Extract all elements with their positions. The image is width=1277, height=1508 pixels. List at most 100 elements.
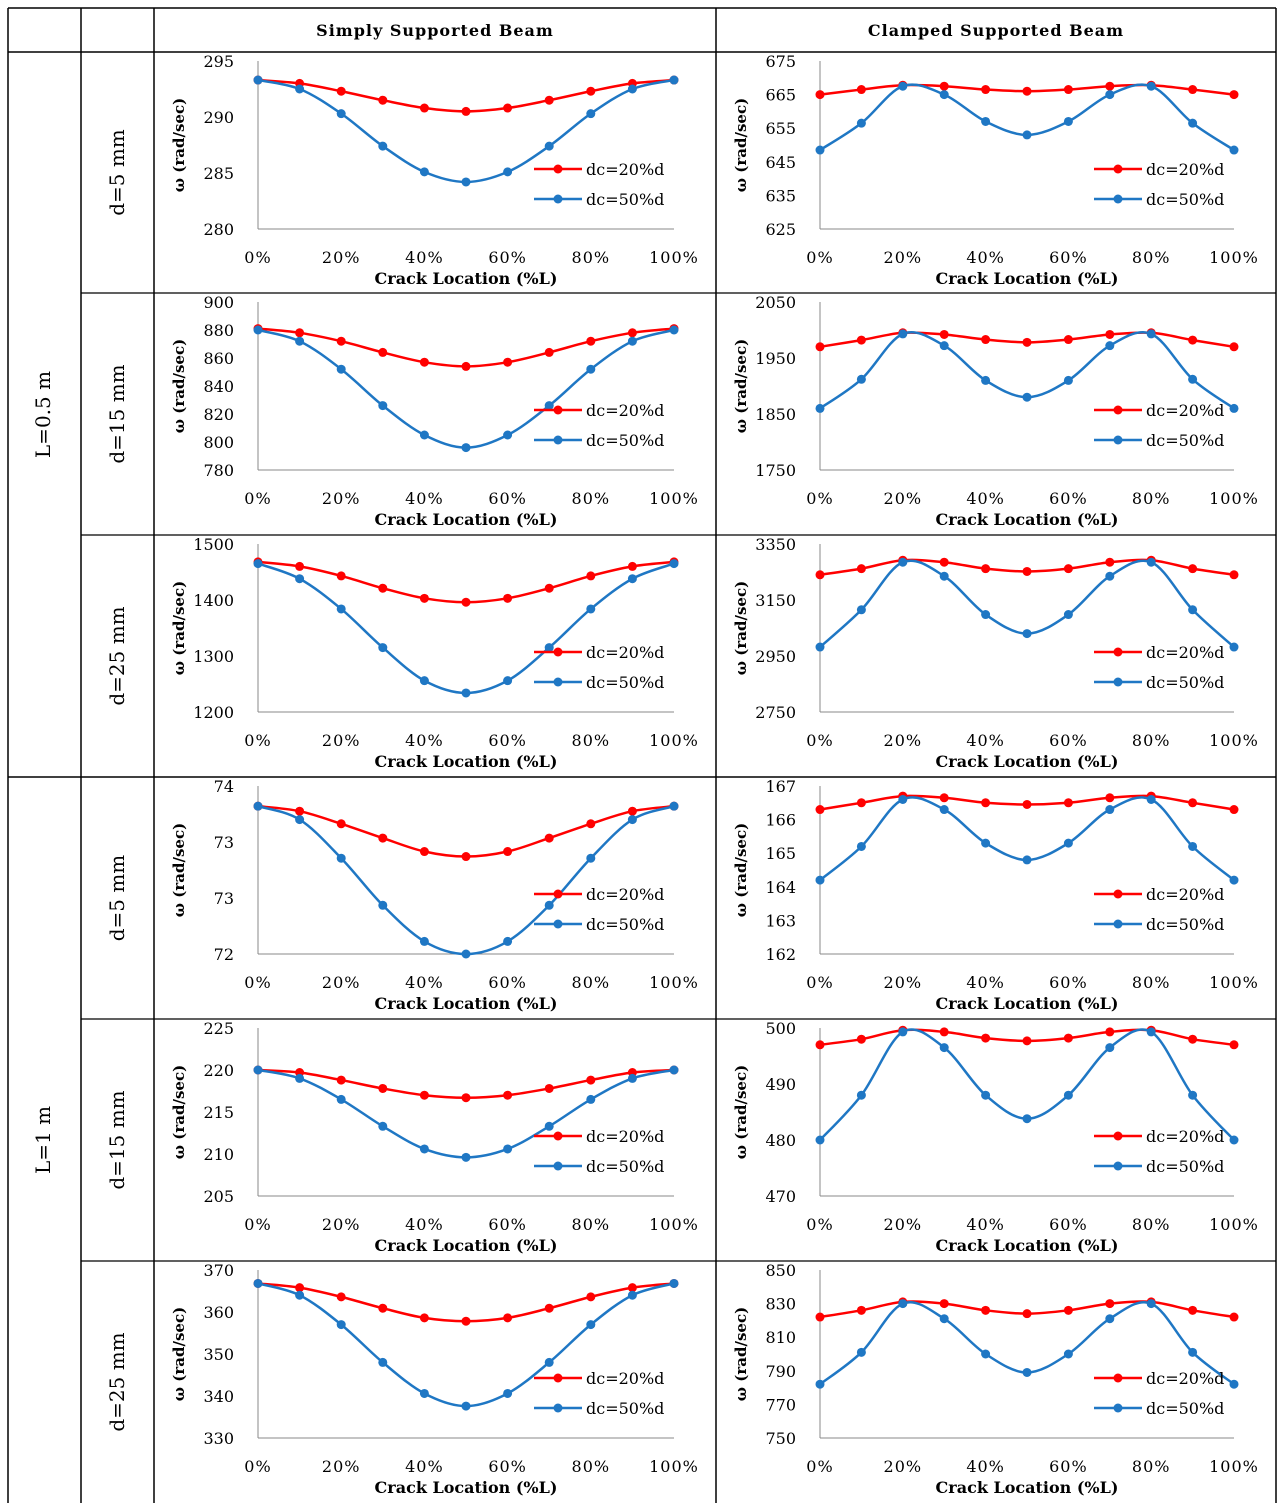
data-point-1 [336,336,346,346]
data-point-2 [253,1278,263,1288]
data-point-1 [856,85,866,95]
x-tick-label: 80% [1132,248,1171,267]
legend-marker-2 [1113,1161,1123,1171]
x-tick-label: 60% [488,731,527,750]
data-point-2 [295,84,305,94]
data-point-2 [461,688,471,698]
data-point-1 [1063,85,1073,95]
y-tick-label: 830 [765,1295,796,1314]
x-tick-label: 40% [405,489,444,508]
y-tick-label: 800 [203,433,234,452]
data-point-1 [378,1083,388,1093]
y-tick-label: 72 [214,945,234,964]
legend-marker-2 [553,435,563,445]
legend-label: dc=50%d [586,915,664,934]
data-point-1 [981,564,991,574]
data-point-1 [1229,1312,1239,1322]
y-tick-label: 500 [765,1019,796,1038]
data-point-1 [378,833,388,843]
data-point-1 [1229,342,1239,352]
data-point-1 [1188,335,1198,345]
y-tick-label: 665 [765,86,796,105]
y-tick-label: 1300 [193,647,234,666]
data-point-2 [627,84,637,94]
x-tick-label: 80% [572,248,611,267]
data-point-1 [627,1283,637,1293]
data-point-2 [419,676,429,686]
data-point-1 [295,561,305,571]
legend-label: dc=20%d [1146,643,1224,662]
data-point-2 [898,81,908,91]
data-point-2 [253,325,263,335]
data-point-2 [336,853,346,863]
data-point-2 [503,936,513,946]
data-point-1 [1063,1033,1073,1043]
data-point-2 [1188,1347,1198,1357]
y-axis-title: ω (rad/sec) [732,1307,750,1401]
data-point-2 [627,1073,637,1083]
legend-label: dc=50%d [586,673,664,692]
x-tick-label: 0% [806,1215,833,1234]
data-point-2 [1188,1090,1198,1100]
legend-label: dc=50%d [586,431,664,450]
data-point-1 [461,852,471,862]
data-point-1 [461,597,471,607]
data-point-1 [1022,799,1032,809]
data-point-2 [856,605,866,615]
series-line-2 [257,328,675,449]
x-tick-label: 0% [806,248,833,267]
data-point-1 [856,335,866,345]
x-tick-label: 100% [1209,1215,1259,1234]
data-point-2 [815,875,825,885]
data-point-2 [419,936,429,946]
chart-3: 1750 1850 1950 2050 0% 20% 40% 60% 80% 100% Crack … [732,293,1259,529]
y-tick-label: 770 [765,1395,796,1414]
data-point-1 [1022,566,1032,576]
data-point-1 [815,1312,825,1322]
data-point-1 [503,593,513,603]
data-point-1 [544,1083,554,1093]
data-point-2 [981,610,991,620]
data-point-1 [503,1313,513,1323]
x-tick-label: 100% [1209,489,1259,508]
y-tick-label: 370 [203,1261,234,1280]
chart-10: 330 340 350 360 370 0% 20% 40% 60% 80% 100% Crack L… [170,1261,698,1497]
data-point-2 [419,167,429,177]
data-point-1 [336,571,346,581]
y-tick-label: 810 [765,1328,796,1347]
data-point-2 [898,1299,908,1309]
data-point-1 [1188,85,1198,95]
y-tick-label: 635 [765,186,796,205]
data-point-2 [1063,116,1073,126]
y-tick-label: 280 [203,220,234,239]
data-point-2 [1188,605,1198,615]
data-point-2 [939,1043,949,1053]
data-point-1 [295,1283,305,1293]
y-tick-label: 900 [203,293,234,312]
x-tick-label: 60% [488,1215,527,1234]
series-line-1 [257,327,675,368]
data-point-1 [981,1305,991,1315]
data-point-2 [378,1121,388,1131]
data-point-1 [461,1093,471,1103]
data-point-1 [1105,793,1115,803]
data-point-1 [981,798,991,808]
data-point-1 [378,347,388,357]
chart-0: 280 285 290 295 0% 20% 40% 60% 80% 100% Crack Loca… [170,52,698,288]
legend-marker-2 [553,677,563,687]
data-point-1 [856,1305,866,1315]
data-point-2 [981,375,991,385]
data-point-2 [586,364,596,374]
y-tick-label: 850 [765,1261,796,1280]
x-tick-label: 40% [966,248,1005,267]
data-point-1 [1105,81,1115,91]
y-tick-label: 2050 [755,293,796,312]
data-point-2 [503,430,513,440]
y-axis-title: ω (rad/sec) [732,98,750,192]
legend-marker-2 [1113,435,1123,445]
x-tick-label: 80% [572,1215,611,1234]
y-tick-label: 2950 [755,647,796,666]
data-point-2 [1229,1379,1239,1389]
data-point-2 [419,1388,429,1398]
